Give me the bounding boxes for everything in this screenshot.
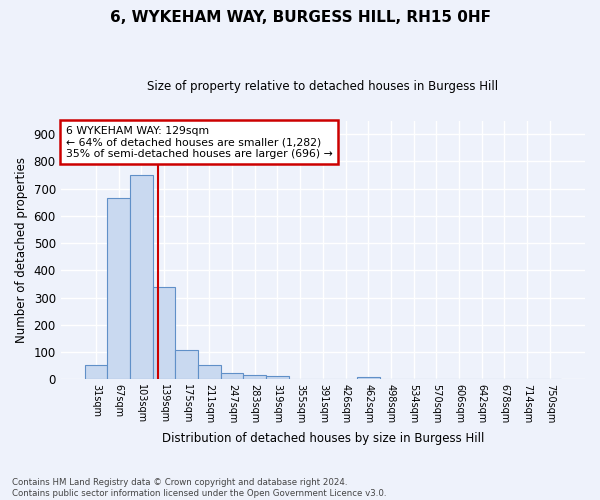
Bar bbox=[221, 372, 244, 380]
Bar bbox=[107, 198, 130, 380]
Bar bbox=[175, 350, 198, 380]
X-axis label: Distribution of detached houses by size in Burgess Hill: Distribution of detached houses by size … bbox=[161, 432, 484, 445]
Bar bbox=[244, 375, 266, 380]
Text: Contains HM Land Registry data © Crown copyright and database right 2024.
Contai: Contains HM Land Registry data © Crown c… bbox=[12, 478, 386, 498]
Bar bbox=[266, 376, 289, 380]
Bar bbox=[130, 175, 152, 380]
Y-axis label: Number of detached properties: Number of detached properties bbox=[15, 157, 28, 343]
Text: 6, WYKEHAM WAY, BURGESS HILL, RH15 0HF: 6, WYKEHAM WAY, BURGESS HILL, RH15 0HF bbox=[110, 10, 491, 25]
Text: 6 WYKEHAM WAY: 129sqm
← 64% of detached houses are smaller (1,282)
35% of semi-d: 6 WYKEHAM WAY: 129sqm ← 64% of detached … bbox=[66, 126, 332, 159]
Bar bbox=[152, 288, 175, 380]
Bar bbox=[357, 377, 380, 380]
Title: Size of property relative to detached houses in Burgess Hill: Size of property relative to detached ho… bbox=[147, 80, 499, 93]
Bar bbox=[85, 366, 107, 380]
Bar bbox=[198, 366, 221, 380]
